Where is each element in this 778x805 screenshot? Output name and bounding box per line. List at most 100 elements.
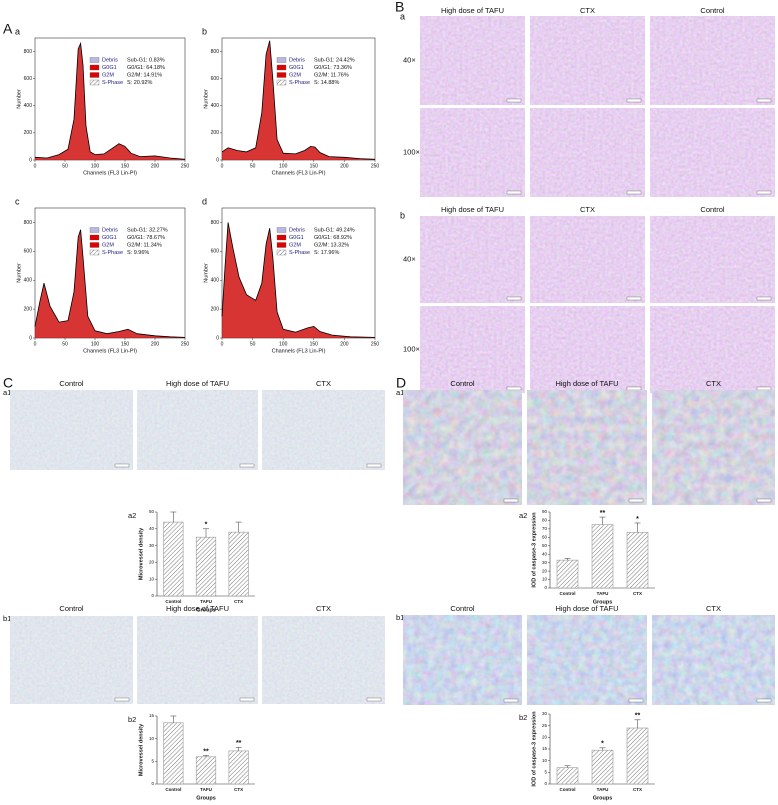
row-label: 40× — [403, 254, 416, 263]
micrograph — [650, 216, 775, 303]
legend-swatch — [276, 242, 287, 248]
micrograph — [650, 108, 775, 197]
column-header: High dose of TAFU — [555, 604, 618, 613]
x-tick-label: Control — [560, 591, 576, 596]
y-tick-label: 800 — [211, 220, 220, 226]
x-tick-label: 150 — [121, 341, 130, 347]
panel-label: A — [3, 21, 13, 37]
column-header: CTX — [316, 379, 331, 388]
column-header: High dose of TAFU — [166, 379, 229, 388]
y-tick-label: 800 — [211, 49, 220, 55]
y-tick-label: 25 — [542, 723, 548, 728]
row-label: 100× — [403, 344, 420, 353]
column-header: High dose of TAFU — [555, 379, 618, 388]
chart-label: b2 — [128, 715, 136, 724]
y-tick-label: 200 — [211, 306, 220, 312]
error-bar — [203, 528, 209, 538]
stat-label: G2/M: 11.34% — [127, 242, 162, 248]
legend-swatch — [89, 234, 100, 241]
y-axis-label: Microvessel density — [138, 527, 144, 580]
y-tick-label: 80 — [542, 518, 548, 523]
y-tick-label: 15 — [149, 713, 155, 718]
panel-sublabel: b — [202, 26, 207, 36]
micrograph — [527, 615, 647, 705]
significance: ** — [600, 510, 606, 517]
legend-swatch — [89, 57, 100, 63]
x-tick-label: 200 — [151, 341, 160, 347]
y-tick-label: 30 — [149, 543, 155, 548]
micrograph — [262, 390, 385, 470]
panel-label: D — [396, 375, 406, 391]
scale-bar — [503, 498, 519, 503]
x-axis-label: Groups — [593, 599, 613, 605]
legend-label: Debris — [289, 57, 305, 63]
scale-bar — [366, 697, 382, 702]
significance: ** — [203, 748, 209, 755]
legend-label: G2M — [289, 242, 301, 248]
x-tick-label: CTX — [234, 787, 243, 792]
error-bar — [170, 715, 177, 723]
scale-bar — [239, 697, 255, 702]
panel-label: B — [395, 0, 404, 15]
micrograph — [420, 108, 525, 197]
legend-swatch — [89, 249, 100, 256]
column-header: High dose of TAFU — [166, 604, 229, 613]
scale-bar — [506, 296, 522, 301]
x-tick-label: 250 — [181, 163, 190, 169]
y-tick-label: 600 — [211, 249, 220, 255]
x-axis-label: Channels (FL3 Lin-PI) — [272, 170, 326, 176]
micrograph — [10, 390, 133, 470]
section-label: a1 — [396, 388, 404, 397]
scale-bar — [114, 697, 130, 702]
y-tick-label: 60 — [542, 535, 548, 540]
legend-label: Debris — [102, 227, 118, 233]
error-bar — [599, 516, 606, 525]
significance: ** — [236, 740, 242, 747]
y-tick-label: 5 — [544, 770, 547, 775]
y-tick-label: 0 — [29, 157, 32, 163]
x-tick-label: 250 — [371, 341, 380, 347]
bar — [228, 750, 249, 785]
legend-swatch — [276, 72, 287, 78]
scale-bar — [626, 98, 642, 103]
y-tick-label: 600 — [24, 76, 33, 82]
scale-bar — [628, 698, 644, 703]
significance: * — [205, 522, 208, 529]
error-bar — [235, 521, 242, 533]
x-tick-label: TAFU — [200, 787, 212, 792]
y-tick-label: 600 — [24, 249, 33, 255]
stat-label: Sub-G1: 0.83% — [127, 57, 165, 63]
significance: * — [601, 741, 604, 748]
y-axis-label: Number — [16, 263, 22, 283]
scale-bar — [506, 98, 522, 103]
scale-bar — [366, 463, 382, 468]
legend-swatch — [89, 79, 100, 86]
micrograph — [137, 390, 258, 470]
legend-swatch — [89, 72, 100, 78]
legend-label: Debris — [289, 227, 305, 233]
error-bar — [599, 747, 606, 751]
legend-swatch — [89, 242, 100, 248]
histogram-line — [221, 40, 376, 160]
significance: ** — [635, 713, 641, 720]
stat-label: Sub-G1: 49.24% — [314, 227, 355, 233]
legend-label: S-Phase — [102, 250, 123, 256]
micrograph — [420, 216, 525, 303]
y-axis-label: Number — [16, 89, 22, 109]
x-tick-label: TAFU — [200, 599, 212, 604]
legend-swatch — [89, 227, 100, 233]
y-tick-label: 20 — [542, 568, 548, 573]
scale-bar — [756, 296, 772, 301]
y-tick-label: 20 — [542, 735, 548, 740]
bar — [556, 559, 579, 589]
y-tick-label: 0 — [151, 781, 154, 786]
error-bar — [235, 747, 242, 751]
stat-label: S: 9.96% — [127, 250, 149, 256]
x-axis-label: Groups — [196, 607, 216, 613]
micrograph — [262, 616, 385, 704]
legend-label: S-Phase — [102, 80, 123, 86]
legend-label: S-Phase — [289, 250, 310, 256]
micrograph — [527, 390, 647, 505]
x-tick-label: 100 — [279, 163, 288, 169]
y-axis-label: IOD of caspase-3 expression — [531, 512, 537, 588]
